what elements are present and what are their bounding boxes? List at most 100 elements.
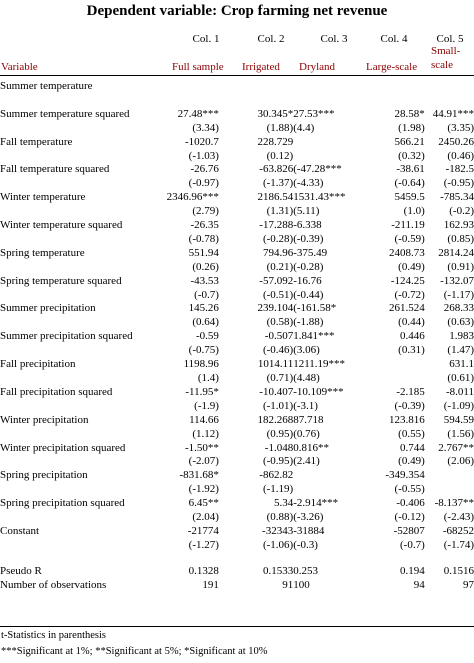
cell-col-4: (1.0) <box>403 205 425 218</box>
cell-col-3: (-47.28*** <box>293 163 342 176</box>
row-variable-label: Pseudo R <box>0 564 42 577</box>
table-row-tstat: (2.04) (0.88) (-3.26) (-0.12) (-2.43) <box>0 511 474 525</box>
cell-col-1: -0.59 <box>195 330 219 343</box>
table-row-tstat: (3.34) (1.88) (4.4) (1.98) (3.35) <box>0 122 474 136</box>
cell-col-1: -21774 <box>187 524 219 537</box>
cell-col-2: (0.21) <box>266 260 294 273</box>
cell-col-5: 2.767** <box>438 441 474 454</box>
variable-header: Variable <box>1 61 38 73</box>
cell-col-4 <box>358 358 424 372</box>
col-4-label: Large-scale <box>366 61 418 73</box>
table-row-tstat: (0.26) (0.21) (-0.28) (0.49) (0.91) <box>0 261 474 275</box>
table-row-tstat: (0.64) (0.58) (-1.88) (0.44) (0.63) <box>0 316 474 330</box>
cell-col-5: 2814.24 <box>438 246 474 259</box>
cell-col-1: 0.1328 <box>188 564 219 577</box>
row-variable-label <box>0 122 161 136</box>
cell-col-4: (-0.59) <box>394 232 425 245</box>
row-variable-label <box>0 233 161 247</box>
cell-col-2 <box>219 94 293 108</box>
table-row-tstat: (2.79) (1.31) (5.11) (1.0) (-0.2) <box>0 205 474 219</box>
cell-col-1: 1198.96 <box>183 358 219 371</box>
row-variable-label <box>0 94 161 108</box>
cell-col-5: (3.35) <box>447 121 474 134</box>
cell-col-3: -2.914*** <box>293 497 339 510</box>
table-row-tstat: (-1.27) (-1.06) (-0.3) (-0.7) (-1.74) <box>0 539 474 553</box>
cell-col-5 <box>425 469 474 483</box>
cell-col-4: 566.21 <box>394 135 425 148</box>
cell-col-3 <box>293 150 358 164</box>
cell-col-4 <box>358 80 424 94</box>
table-row: Spring precipitation -831.68* -862.82 -349.… <box>0 469 474 483</box>
cell-col-5: (0.61) <box>447 372 474 385</box>
cell-col-2: 228.729 <box>257 135 294 148</box>
cell-col-1: (2.04) <box>192 511 219 524</box>
cell-col-3: 1211.19*** <box>293 358 346 371</box>
table-row: Winter precipitation squared -1.50** -1.04… <box>0 442 474 456</box>
cell-col-1: (-0.75) <box>188 344 219 357</box>
cell-col-2: -1.048 <box>264 441 294 454</box>
cell-col-3 <box>293 80 358 94</box>
col-5-label: Small- scale <box>431 45 461 71</box>
cell-col-3 <box>293 136 358 150</box>
cell-col-5: (1.56) <box>447 427 474 440</box>
row-variable-label: Fall precipitation <box>0 358 76 371</box>
cell-col-4: 261.524 <box>389 302 425 315</box>
col-1-number: Col. 1 <box>192 33 220 45</box>
cell-col-5: -182.5 <box>445 163 474 176</box>
cell-col-4: (-0.64) <box>394 177 425 190</box>
cell-col-1: 2346.96*** <box>166 191 219 204</box>
row-variable-label <box>0 483 161 497</box>
cell-col-2: 182.268 <box>257 413 294 426</box>
cell-col-3: 0.253 <box>293 564 318 577</box>
row-variable-label <box>0 205 161 219</box>
cell-col-4: -211.19 <box>391 219 425 232</box>
cell-col-1: (1.12) <box>192 427 219 440</box>
cell-col-3: 1531.43*** <box>293 191 346 204</box>
row-variable-label <box>0 455 161 469</box>
cell-col-3: -16.76 <box>293 274 322 287</box>
table-row-tstat: (-1.03) (0.12) (0.32) (0.46) <box>0 150 474 164</box>
row-variable-label: Winter precipitation <box>0 413 89 426</box>
table-row: Spring precipitation squared 6.45** 5.34 -2… <box>0 497 474 511</box>
table-row: Spring temperature 551.94 794.96 -375.49 240… <box>0 247 474 261</box>
cell-col-1: 6.45** <box>188 497 219 510</box>
table-row-tstat <box>0 94 474 108</box>
cell-col-4: -0.406 <box>396 497 425 510</box>
cell-col-3 <box>293 483 358 497</box>
table-row: Number of observations 191 91 100 94 97 <box>0 579 474 593</box>
notes-significance: ***Significant at 1%; **Significant at 5… <box>1 646 268 657</box>
cell-col-1: -1.50** <box>184 441 219 454</box>
cell-col-1: (-2.07) <box>188 455 219 468</box>
cell-col-4: 0.194 <box>400 564 425 577</box>
cell-col-2: 91 <box>282 578 294 591</box>
table-row-tstat: (-0.97) (-1.37) (-4.33) (-0.64) (-0.95) <box>0 177 474 191</box>
table-row: Winter temperature 2346.96*** 2186.54 1531.… <box>0 191 474 205</box>
table-row: Fall temperature -1020.7 228.729 566.21 2450… <box>0 136 474 150</box>
table-row: Constant -21774 -32343 -31884 -52807 -68252 <box>0 525 474 539</box>
cell-col-4: 5459.5 <box>394 191 425 204</box>
cell-col-4: 123.816 <box>389 413 425 426</box>
cell-col-4: (0.49) <box>398 455 425 468</box>
cell-col-4: -52807 <box>393 524 425 537</box>
row-variable-label <box>0 428 161 442</box>
cell-col-2: (-1.06) <box>262 538 294 551</box>
cell-col-1: (-1.03) <box>188 149 219 162</box>
cell-col-4: -349.354 <box>385 469 425 482</box>
cell-col-4: 0.446 <box>400 330 425 343</box>
cell-col-2: (1.88) <box>266 121 294 134</box>
table-row-tstat: (-2.07) (-0.95) (2.41) (0.49) (2.06) <box>0 455 474 469</box>
cell-col-1: 145.26 <box>188 302 219 315</box>
cell-col-5: (0.85) <box>447 232 474 245</box>
cell-col-4: 94 <box>413 578 425 591</box>
cell-col-1: -1020.7 <box>184 135 219 148</box>
cell-col-5: (-1.09) <box>443 399 474 412</box>
cell-col-5: (-1.74) <box>443 538 474 551</box>
table-row-tstat: (-0.75) (-0.46) (3.06) (0.31) (1.47) <box>0 344 474 358</box>
cell-col-2: -17.288 <box>259 219 294 232</box>
row-variable-label <box>0 289 161 303</box>
cell-col-5: 97 <box>463 578 474 591</box>
cell-col-3: (0.76) <box>293 427 320 440</box>
header-rule <box>0 75 474 76</box>
cell-col-1: 27.48*** <box>177 107 219 120</box>
row-variable-label <box>0 316 161 330</box>
